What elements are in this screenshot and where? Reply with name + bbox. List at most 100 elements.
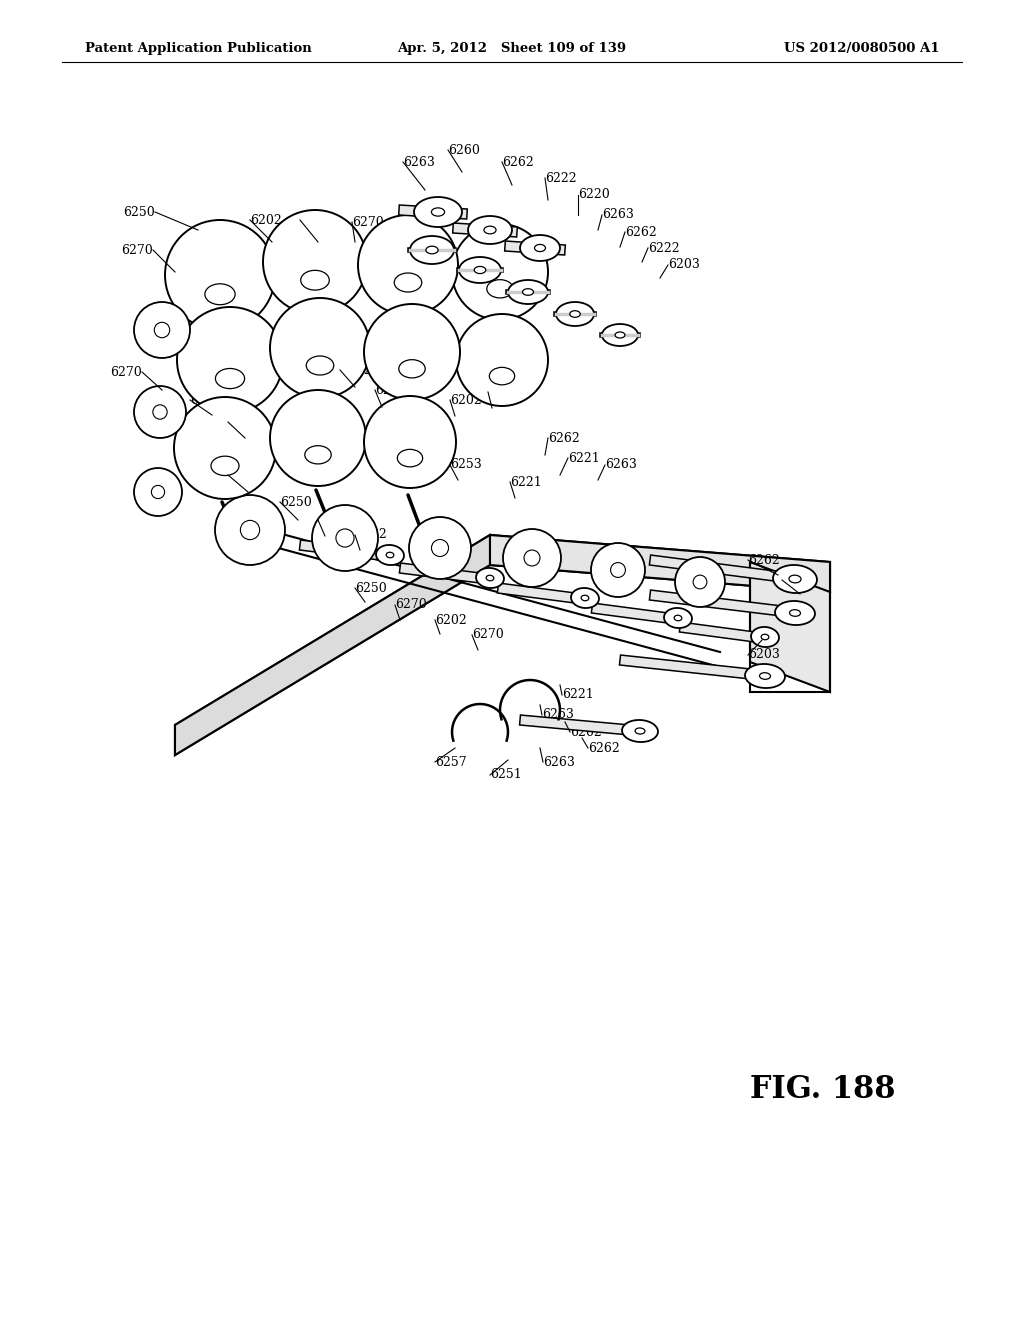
Ellipse shape	[376, 545, 404, 565]
Text: 6222: 6222	[545, 172, 577, 185]
Text: 6262: 6262	[588, 742, 620, 755]
Text: 6257: 6257	[435, 755, 467, 768]
Ellipse shape	[751, 627, 779, 647]
Ellipse shape	[535, 244, 546, 252]
Ellipse shape	[474, 267, 485, 273]
Ellipse shape	[486, 576, 494, 581]
Circle shape	[270, 298, 370, 399]
Ellipse shape	[556, 302, 594, 326]
Ellipse shape	[674, 615, 682, 620]
Polygon shape	[519, 715, 631, 735]
Ellipse shape	[508, 280, 548, 304]
Circle shape	[215, 495, 285, 565]
Text: 6261: 6261	[782, 573, 814, 586]
Polygon shape	[679, 622, 756, 642]
Polygon shape	[453, 223, 517, 238]
Polygon shape	[175, 535, 490, 755]
Text: US 2012/0080500 A1: US 2012/0080500 A1	[784, 42, 940, 55]
Ellipse shape	[459, 257, 501, 282]
Ellipse shape	[571, 587, 599, 609]
Polygon shape	[591, 603, 669, 623]
Text: 6202: 6202	[435, 614, 467, 627]
Circle shape	[503, 529, 561, 587]
Ellipse shape	[602, 323, 638, 346]
Polygon shape	[620, 655, 761, 680]
Text: 6262: 6262	[502, 156, 534, 169]
Text: 6263: 6263	[542, 709, 573, 722]
Polygon shape	[175, 535, 830, 755]
Ellipse shape	[635, 727, 645, 734]
Circle shape	[456, 314, 548, 407]
Text: 6250: 6250	[280, 495, 311, 508]
Circle shape	[312, 506, 378, 572]
Ellipse shape	[414, 197, 462, 227]
Text: 6202: 6202	[450, 393, 481, 407]
Text: 6270: 6270	[318, 513, 350, 527]
Ellipse shape	[773, 565, 817, 593]
Text: 6263: 6263	[543, 755, 574, 768]
Text: 6253: 6253	[450, 458, 481, 471]
Text: 6253: 6253	[488, 385, 520, 399]
Text: 6270: 6270	[228, 469, 260, 482]
Text: 6270: 6270	[395, 598, 427, 611]
Text: 6221: 6221	[510, 475, 542, 488]
Text: 6263: 6263	[605, 458, 637, 471]
Text: 6202: 6202	[250, 214, 282, 227]
Text: 6221: 6221	[562, 689, 594, 701]
Ellipse shape	[615, 331, 625, 338]
Ellipse shape	[426, 246, 438, 253]
Polygon shape	[649, 590, 791, 616]
Text: 6262: 6262	[548, 432, 580, 445]
Polygon shape	[399, 564, 480, 583]
Circle shape	[364, 304, 460, 400]
Ellipse shape	[664, 609, 692, 628]
Circle shape	[364, 396, 456, 488]
Text: 6202: 6202	[340, 363, 372, 376]
Text: Apr. 5, 2012   Sheet 109 of 139: Apr. 5, 2012 Sheet 109 of 139	[397, 42, 627, 55]
Text: 6270: 6270	[375, 384, 407, 396]
Circle shape	[452, 224, 548, 319]
Text: 6221: 6221	[300, 214, 332, 227]
Text: 6203: 6203	[668, 259, 699, 272]
Ellipse shape	[775, 601, 815, 626]
Text: 6222: 6222	[648, 242, 680, 255]
Circle shape	[165, 220, 275, 330]
Ellipse shape	[569, 310, 581, 317]
Text: 6203: 6203	[748, 648, 780, 661]
Ellipse shape	[622, 719, 658, 742]
Circle shape	[134, 469, 182, 516]
Text: 6202: 6202	[355, 528, 387, 541]
Ellipse shape	[761, 634, 769, 640]
Polygon shape	[750, 562, 830, 692]
Circle shape	[270, 389, 366, 486]
Text: 6263: 6263	[602, 209, 634, 222]
Polygon shape	[398, 205, 467, 219]
Text: 6251: 6251	[490, 768, 522, 781]
Ellipse shape	[468, 216, 512, 244]
Ellipse shape	[431, 207, 444, 216]
Text: 6270: 6270	[111, 366, 142, 379]
Ellipse shape	[582, 595, 589, 601]
Ellipse shape	[760, 673, 770, 680]
Ellipse shape	[410, 236, 454, 264]
Ellipse shape	[386, 552, 394, 558]
Text: 6202: 6202	[190, 393, 222, 407]
Ellipse shape	[522, 289, 534, 296]
Text: 6262: 6262	[570, 726, 602, 738]
Text: 6263: 6263	[403, 156, 435, 169]
Text: 6270: 6270	[228, 416, 260, 429]
Circle shape	[177, 308, 283, 413]
Text: 6270: 6270	[472, 628, 504, 642]
Ellipse shape	[790, 610, 801, 616]
Circle shape	[409, 517, 471, 579]
Circle shape	[134, 385, 186, 438]
Text: 6262: 6262	[748, 553, 779, 566]
Circle shape	[675, 557, 725, 607]
Polygon shape	[498, 583, 575, 603]
Text: 6270: 6270	[121, 243, 153, 256]
Ellipse shape	[788, 576, 801, 583]
Ellipse shape	[476, 568, 504, 587]
Polygon shape	[299, 540, 381, 560]
Text: 6221: 6221	[568, 451, 600, 465]
Text: 6262: 6262	[625, 226, 656, 239]
